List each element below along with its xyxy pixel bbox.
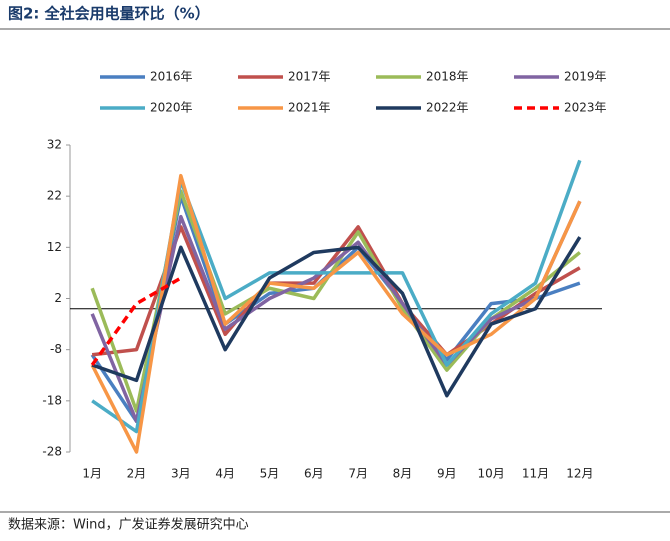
x-tick-label: 6月 xyxy=(304,467,324,481)
y-tick-label: -8 xyxy=(50,342,62,356)
x-tick-label: 2月 xyxy=(127,467,147,481)
series-line xyxy=(90,200,582,424)
legend-label: 2016年 xyxy=(150,70,193,84)
y-tick-label: 12 xyxy=(47,240,62,254)
x-tick-label: 11月 xyxy=(522,467,549,481)
x-tick-label: 1月 xyxy=(82,467,102,481)
x-tick-label: 7月 xyxy=(348,467,368,481)
x-tick-label: 5月 xyxy=(260,467,280,481)
y-tick-label: -28 xyxy=(42,445,62,459)
legend-label: 2023年 xyxy=(564,101,607,115)
series-line xyxy=(90,276,182,367)
x-tick-label: 8月 xyxy=(393,467,413,481)
legend-label: 2018年 xyxy=(426,70,469,84)
legend-label: 2020年 xyxy=(150,101,193,115)
series-line xyxy=(90,173,582,454)
legend-label: 2019年 xyxy=(564,70,607,84)
legend-label: 2017年 xyxy=(288,70,331,84)
y-tick-label: 22 xyxy=(47,189,62,203)
legend-label: 2022年 xyxy=(426,101,469,115)
x-tick-label: 9月 xyxy=(437,467,457,481)
legend-label: 2021年 xyxy=(288,101,331,115)
source: 数据来源：Wind，广发证券发展研究中心 xyxy=(8,517,249,533)
chart-title: 图2: 全社会用电量环比（%） xyxy=(8,5,210,23)
y-tick-label: 2 xyxy=(54,291,62,305)
x-tick-label: 3月 xyxy=(171,467,191,481)
y-tick-label: 32 xyxy=(47,138,62,152)
series-line xyxy=(91,236,582,398)
x-tick-label: 12月 xyxy=(566,467,593,481)
x-tick-label: 10月 xyxy=(478,467,505,481)
x-tick-label: 4月 xyxy=(215,467,235,481)
y-tick-label: -18 xyxy=(42,393,62,407)
